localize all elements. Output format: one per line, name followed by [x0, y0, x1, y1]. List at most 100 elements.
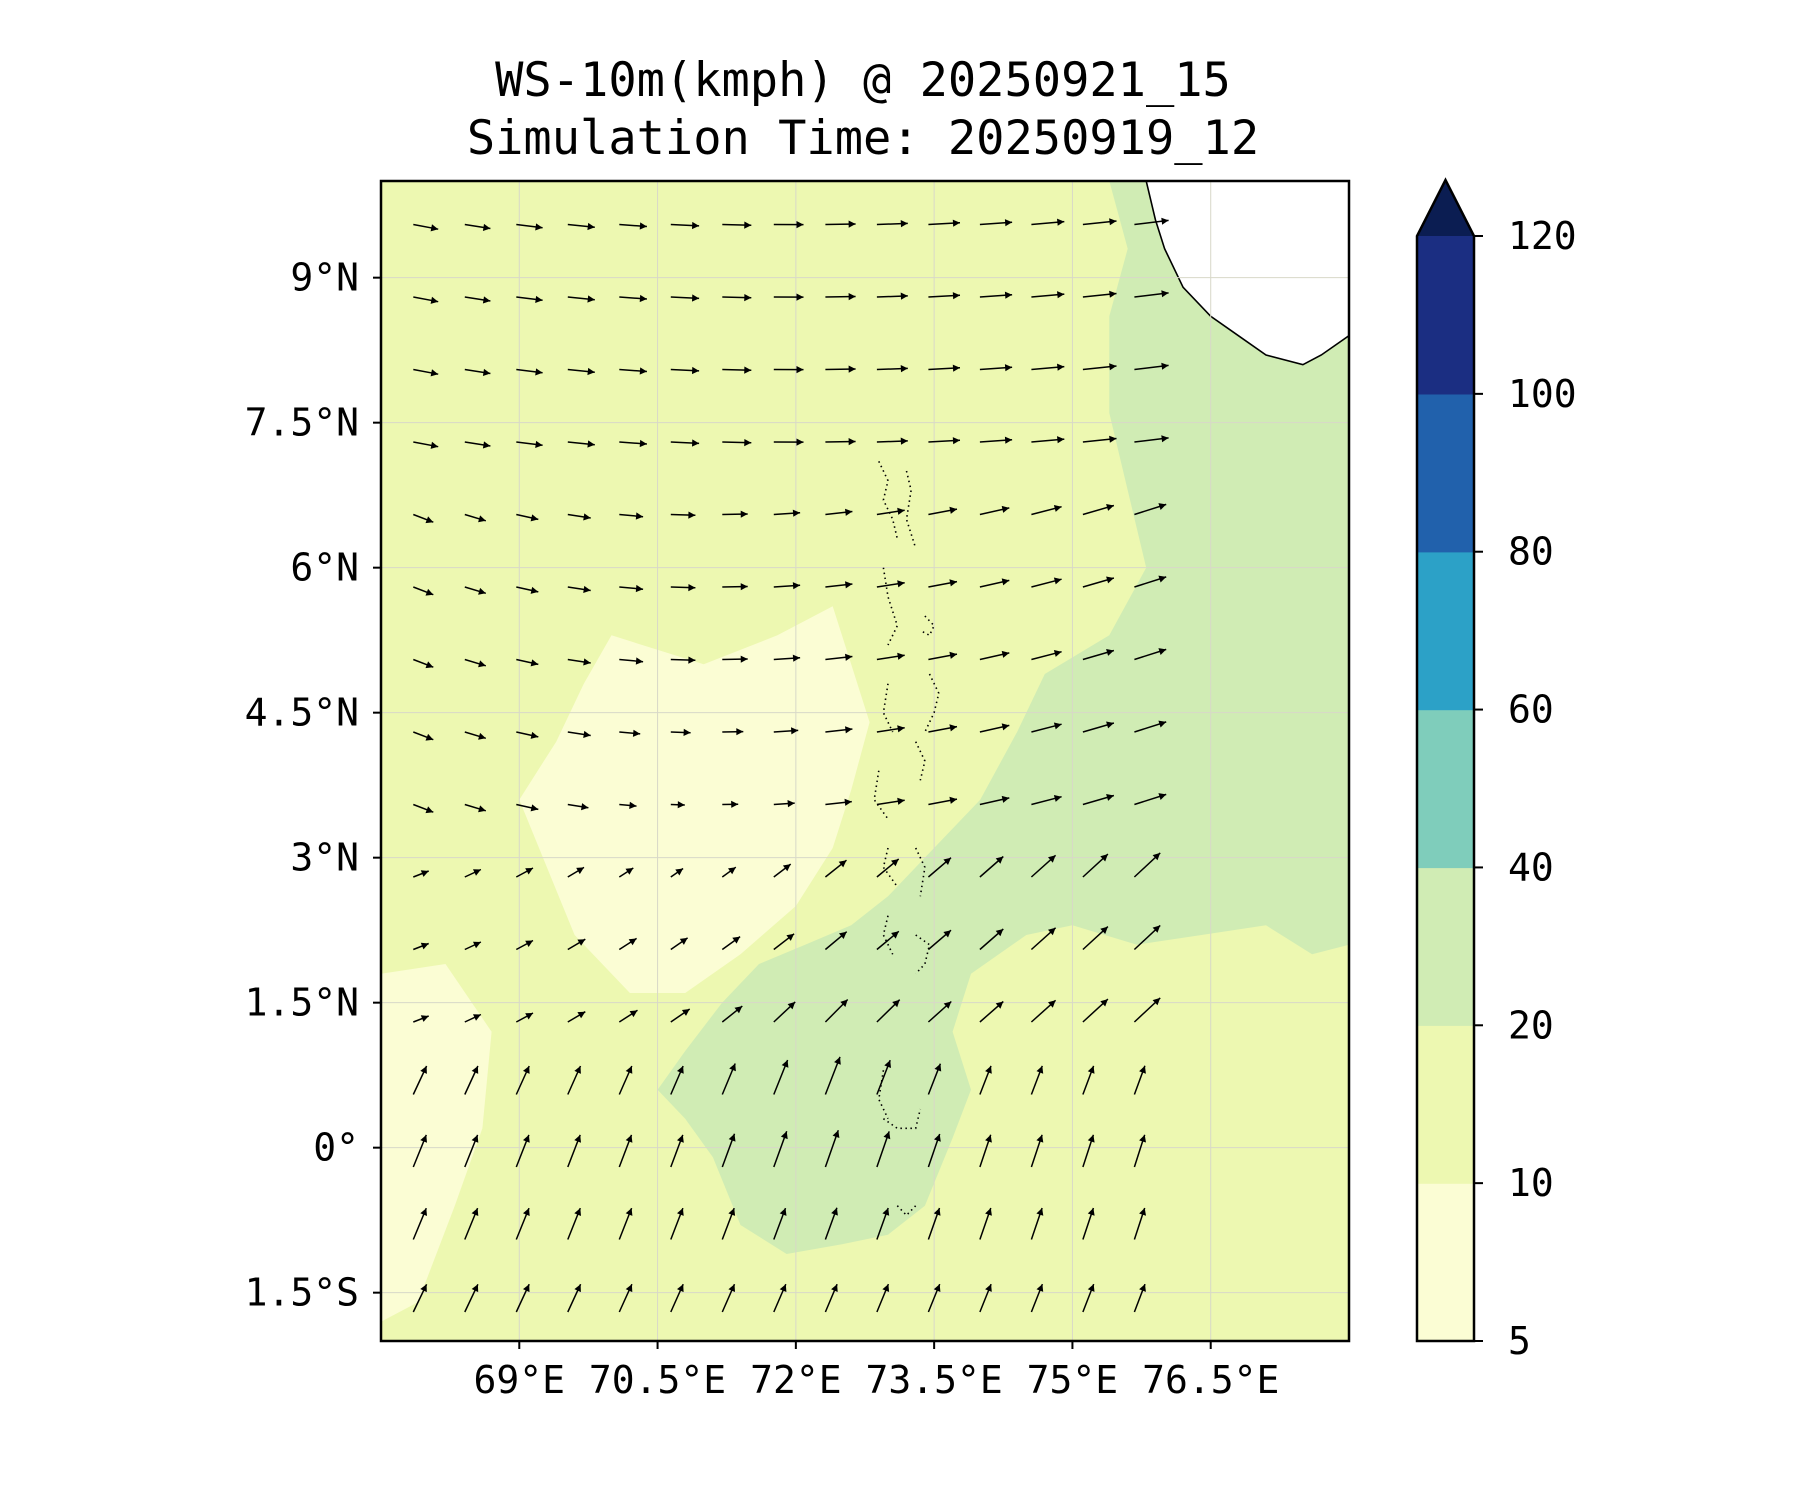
coastline [1145, 181, 1349, 366]
wind-vector [928, 796, 958, 806]
wind-vector [876, 507, 905, 516]
wind-vector [413, 942, 429, 951]
wind-vector [670, 439, 700, 447]
wind-vector [721, 1283, 736, 1313]
map-frame [379, 179, 1351, 1343]
wind-vector [567, 222, 595, 231]
colorbar-segment [1417, 393, 1474, 553]
wind-vector [1082, 794, 1115, 806]
wind-vector [722, 366, 752, 374]
wind-vector [876, 1059, 891, 1095]
wind-vector [773, 509, 801, 517]
wind-vector [1133, 1134, 1146, 1168]
wind-vector [1082, 853, 1109, 878]
wind-vector [928, 437, 961, 445]
wind-vector [721, 1005, 743, 1023]
wind-vector [413, 513, 434, 524]
wind-vector [567, 866, 585, 878]
wind-vector [464, 441, 491, 449]
y-tick-label: 0° [313, 1126, 359, 1170]
wind-vector [1030, 927, 1057, 951]
wind-vector [722, 800, 739, 808]
wind-vector [824, 1283, 838, 1313]
wind-vector [464, 1134, 479, 1168]
x-axis-ticks: 69°E 70.5°E 72°E 73.5°E 75°E 76.5°E [474, 1341, 1279, 1402]
wind-vector [1082, 1134, 1095, 1168]
wind-vector [464, 1065, 479, 1095]
wind-vector [1082, 649, 1115, 661]
land-layer [1145, 181, 1349, 366]
wind-vector [825, 726, 853, 734]
wind-vector [876, 1283, 890, 1313]
wind-vector [567, 938, 586, 951]
y-tick-label: 1.5°S [245, 1271, 359, 1315]
wind-vector [670, 728, 691, 736]
wind-vector [413, 223, 439, 232]
island-outlines [873, 460, 940, 1217]
wind-vector [1134, 793, 1167, 806]
wind-vector [825, 293, 856, 301]
wind-vector [670, 294, 700, 302]
wind-vector [1031, 722, 1062, 733]
wind-vector [1082, 435, 1117, 443]
wind-vector [464, 1207, 479, 1240]
wind-vector [928, 219, 961, 227]
wind-vector [1134, 217, 1169, 226]
wind-vector [619, 801, 637, 809]
wind-vector [567, 1283, 582, 1313]
wind-vector [413, 368, 439, 377]
wind-vector [516, 295, 543, 303]
wind-vector [979, 1207, 992, 1240]
wind-vector [1031, 505, 1062, 516]
wind-vector [1082, 1207, 1095, 1240]
wind-vector [1134, 648, 1167, 661]
wind-vector [1030, 1134, 1044, 1168]
wind-vector [876, 580, 905, 588]
colorbar-outline [1415, 177, 1476, 1343]
colorbar-segment [1417, 1183, 1474, 1342]
wind-vector [721, 1063, 736, 1095]
land-area [1146, 181, 1349, 365]
wind-vector [413, 441, 439, 449]
wind-vector [773, 582, 801, 590]
wind-vector [516, 586, 539, 594]
wind-vector [1031, 577, 1062, 588]
wind-vector [1082, 363, 1117, 371]
y-tick-label: 3°N [290, 836, 359, 880]
colorbar-segment [1417, 709, 1474, 869]
wind-vector [824, 1056, 841, 1095]
wind-vector [670, 1207, 684, 1240]
wind-vector [773, 800, 795, 808]
colorbar: 5 10 20 40 60 80 100 120 [1415, 177, 1577, 1363]
wind-vector [979, 928, 1004, 951]
wind-vector [516, 368, 543, 376]
wind-vector [825, 798, 852, 806]
wind-vector [876, 220, 908, 228]
wind-vector [824, 1207, 838, 1240]
wind-vector [928, 724, 958, 733]
wind-vector [618, 937, 638, 951]
colorbar-tick-label: 60 [1508, 688, 1554, 732]
shading-zone-eastern-band [657, 181, 1349, 1254]
wind-vector [721, 866, 737, 878]
wind-vector [825, 653, 853, 661]
wind-vector [928, 506, 958, 516]
wind-vector [979, 1000, 1004, 1023]
wind-vector [670, 1134, 684, 1168]
wind-vector [979, 291, 1013, 299]
wind-vector [773, 221, 804, 229]
wind-vector [722, 583, 748, 591]
wind-vector [670, 584, 696, 592]
wind-vector [516, 658, 539, 667]
wind-vector [413, 1015, 429, 1023]
wind-vector [619, 584, 644, 593]
wind-vector [825, 508, 853, 516]
wind-vector [876, 858, 900, 878]
wind-vector [1030, 999, 1057, 1023]
wind-vector [721, 1133, 736, 1168]
wind-vector [1133, 997, 1161, 1023]
wind-vector [979, 219, 1013, 227]
map-panel: 69°E 70.5°E 72°E 73.5°E 75°E 76.5°E 9°N 7.5°N 6… [245, 179, 1351, 1402]
wind-vector [1134, 435, 1169, 443]
wind-vector [516, 440, 543, 448]
